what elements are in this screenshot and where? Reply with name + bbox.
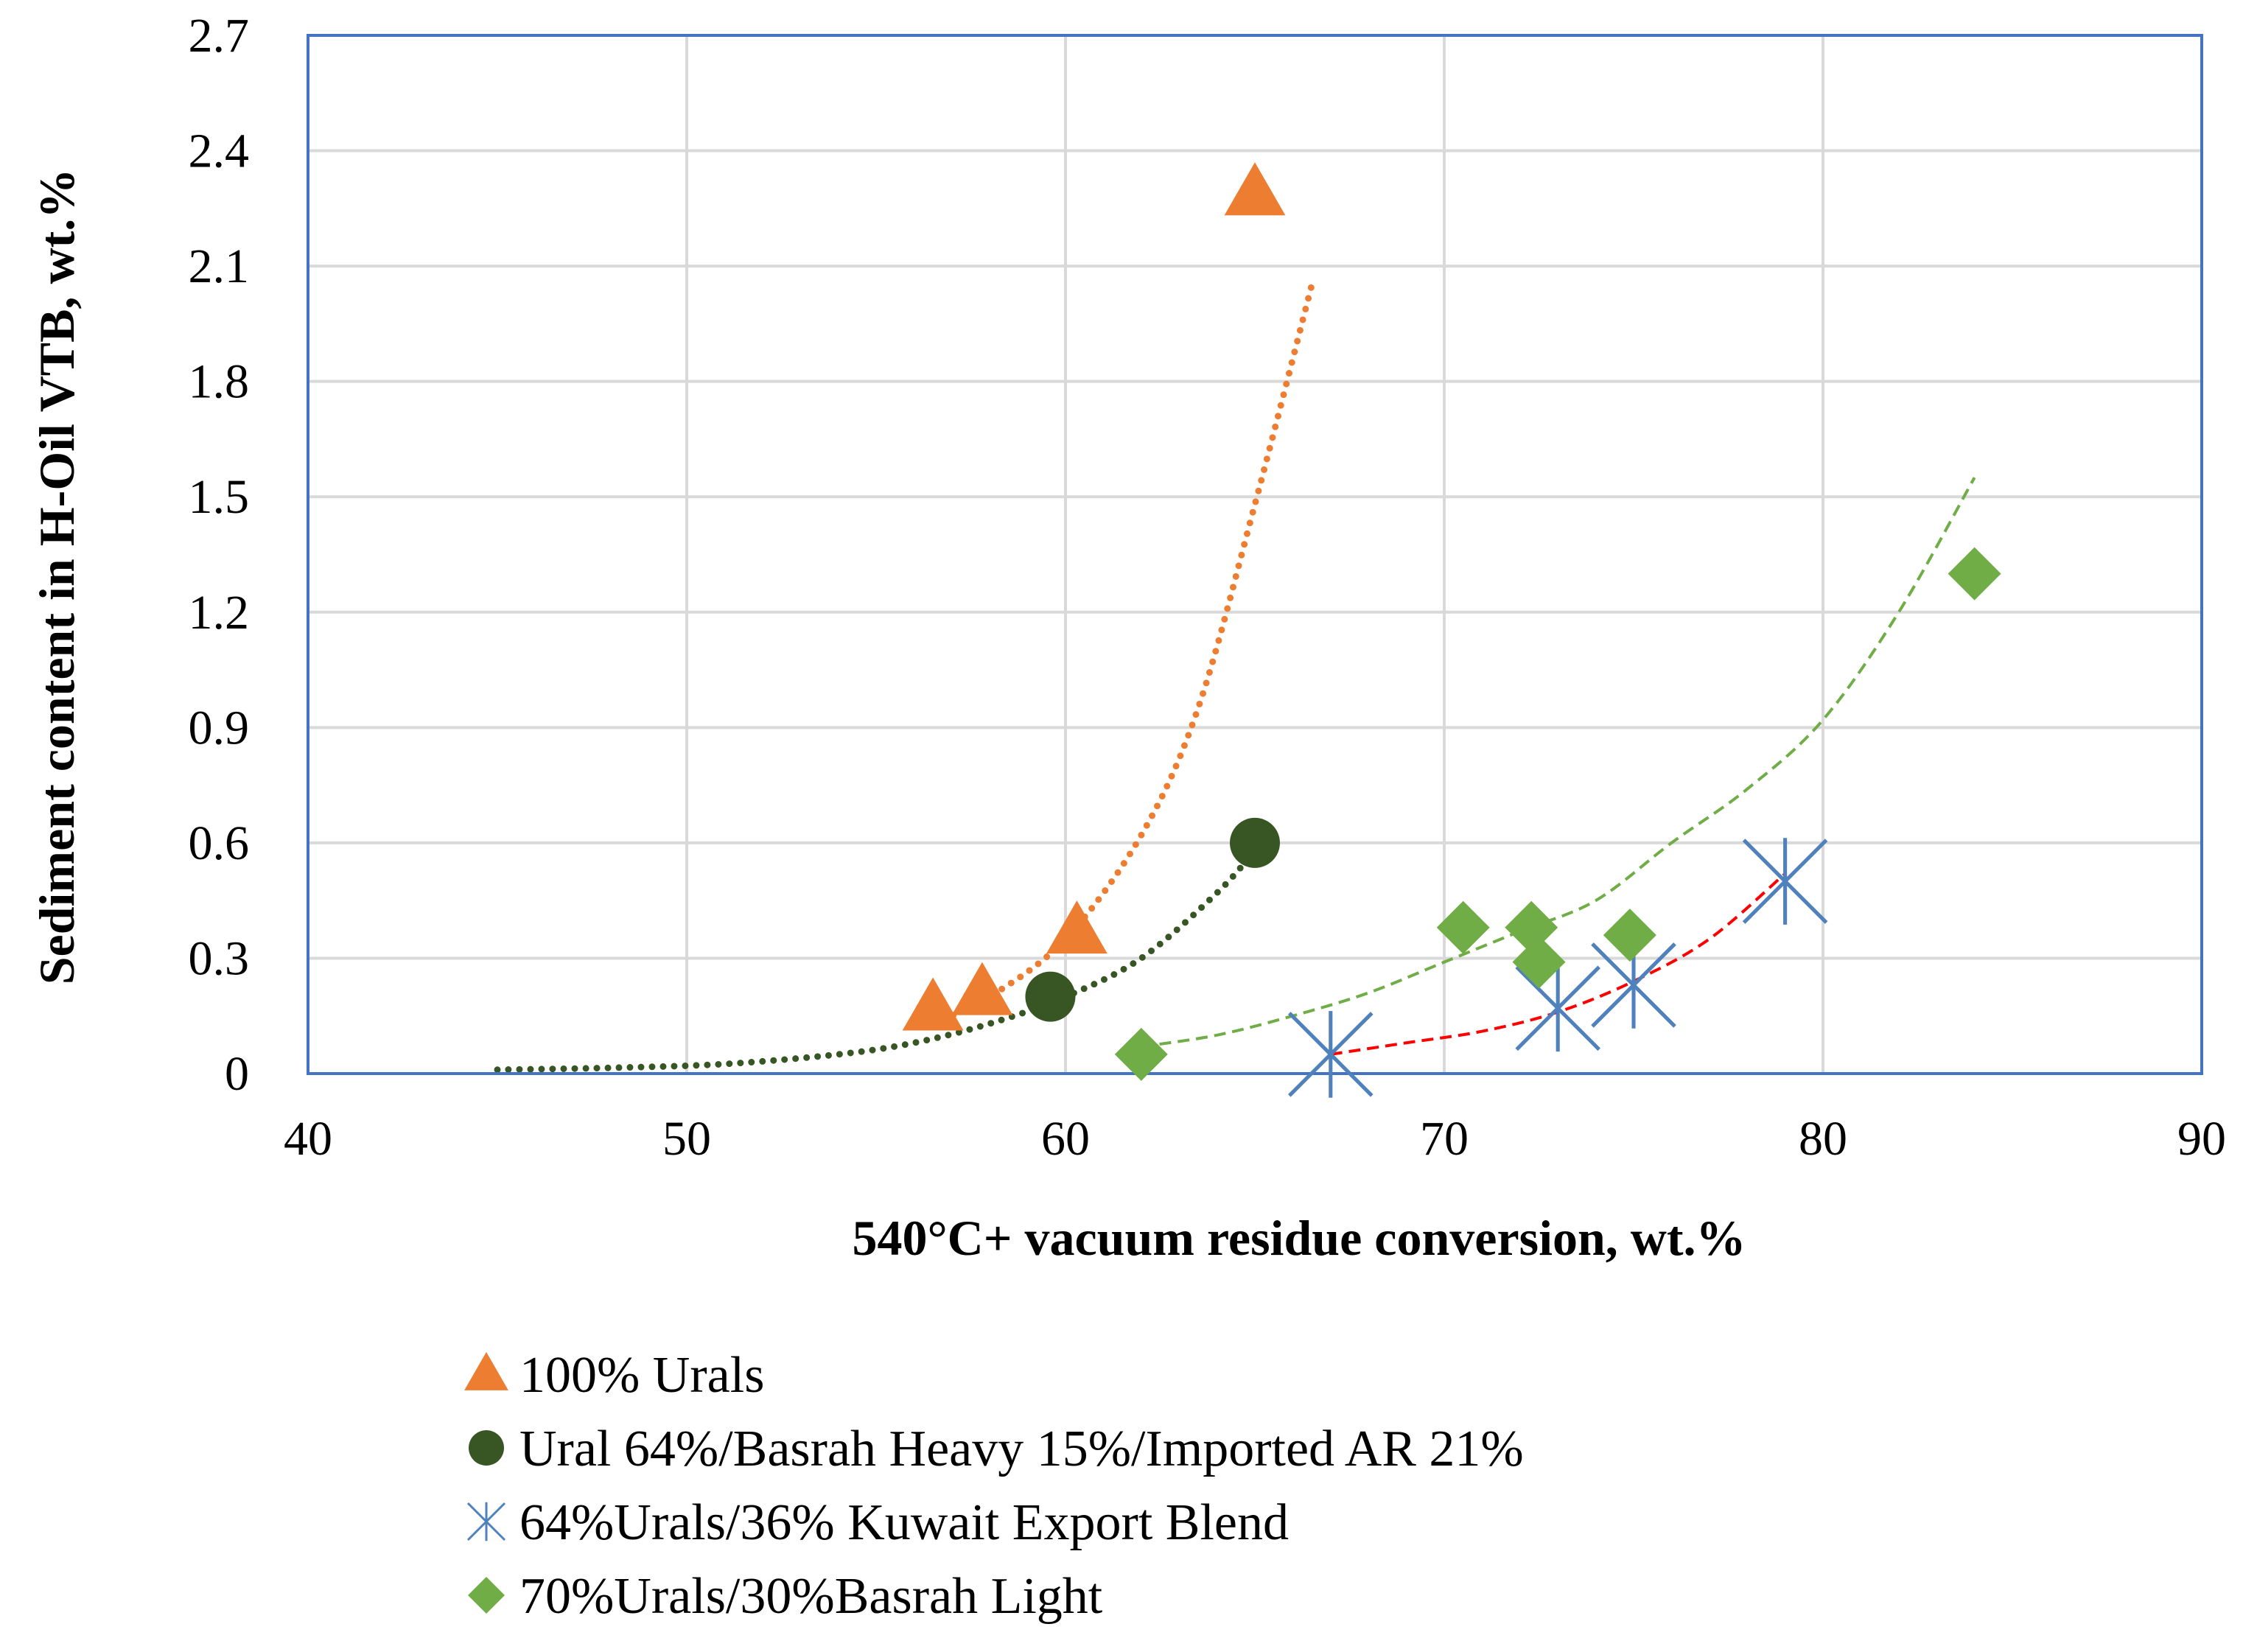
x-tick-label: 90 <box>2177 1112 2226 1166</box>
data-point-diamond <box>1948 547 2001 601</box>
legend-label: Ural 64%/Basrah Heavy 15%/Imported AR 21… <box>519 1421 1524 1477</box>
data-point-triangle <box>1046 900 1107 954</box>
x-tick-label: 80 <box>1799 1112 1847 1166</box>
legend-label: 100% Urals <box>519 1347 764 1404</box>
trendlines <box>494 281 1976 1074</box>
x-axis-title: 540°C+ vacuum residue conversion, wt.% <box>852 1210 1746 1266</box>
data-point-diamond <box>1512 935 1566 989</box>
data-markers <box>902 162 2001 1098</box>
legend-marker-diamond <box>468 1577 505 1614</box>
y-tick-label: 2.7 <box>189 9 250 63</box>
x-tick-label: 70 <box>1420 1112 1469 1166</box>
y-tick-label: 0 <box>225 1047 249 1101</box>
x-tick-label: 50 <box>662 1112 711 1166</box>
legend-item: Ural 64%/Basrah Heavy 15%/Imported AR 21… <box>469 1421 1524 1477</box>
y-tick-label: 1.2 <box>189 586 250 640</box>
y-tick-label: 2.1 <box>189 239 250 293</box>
y-tick-label: 1.8 <box>189 355 250 409</box>
data-point-diamond <box>1603 909 1656 962</box>
data-point-diamond <box>1114 1027 1168 1081</box>
x-axis-tick-labels: 40 50 60 70 80 90 <box>284 1112 2226 1166</box>
data-point-diamond <box>1436 900 1490 954</box>
legend-item: 64%Urals/36% Kuwait Export Blend <box>466 1494 1289 1551</box>
data-point-triangle <box>951 962 1013 1015</box>
data-point-asterisk <box>1288 1011 1374 1098</box>
trendline-series-2 <box>494 847 1259 1074</box>
y-tick-label: 0.9 <box>189 701 250 755</box>
trendline-series-1 <box>929 281 1315 1027</box>
y-tick-label: 0.6 <box>189 816 250 870</box>
y-axis-title: Sediment content in H-Oil VTB, wt.% <box>29 169 85 985</box>
data-point-diamond <box>1505 900 1558 954</box>
legend-item: 100% Urals <box>464 1347 764 1404</box>
y-tick-label: 0.3 <box>189 931 250 985</box>
x-tick-label: 40 <box>284 1112 332 1166</box>
x-tick-label: 60 <box>1041 1112 1090 1166</box>
legend-marker-triangle <box>464 1351 508 1390</box>
legend-marker-circle <box>469 1430 504 1466</box>
data-point-triangle <box>1224 162 1286 216</box>
data-point-asterisk <box>1515 965 1600 1052</box>
y-axis-tick-labels: 0 0.3 0.6 0.9 1.2 1.5 1.8 2.1 2.4 2.7 <box>189 9 250 1101</box>
data-point-circle <box>1025 971 1076 1022</box>
legend-label: 70%Urals/30%Basrah Light <box>519 1568 1103 1625</box>
legend-label: 64%Urals/36% Kuwait Export Blend <box>519 1494 1289 1551</box>
plot-area-border <box>307 34 2203 1075</box>
data-point-asterisk <box>1742 838 1828 925</box>
legend-marker-asterisk <box>466 1502 506 1541</box>
y-tick-label: 2.4 <box>189 125 250 178</box>
legend-item: 70%Urals/30%Basrah Light <box>468 1568 1103 1625</box>
y-tick-label: 1.5 <box>189 470 250 524</box>
data-point-triangle <box>902 977 964 1031</box>
legend: 100% Urals Ural 64%/Basrah Heavy 15%/Impo… <box>464 1347 1524 1625</box>
data-point-circle <box>1230 817 1280 868</box>
